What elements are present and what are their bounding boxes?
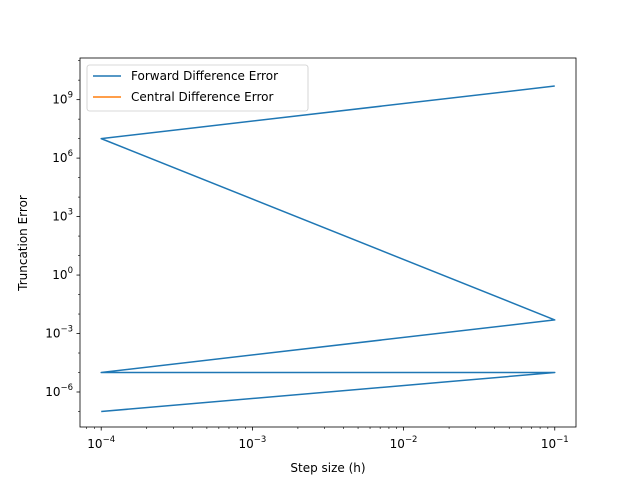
plot-area: [79, 57, 577, 428]
legend-label-1: Central Difference Error: [131, 90, 274, 104]
y-minor-ticks: [78, 60, 80, 412]
legend-box: [86, 64, 309, 112]
y-tick-label-2: 100: [52, 266, 73, 282]
x-tick-label-0: 10−4: [87, 435, 115, 451]
x-axis-label: Step size (h): [290, 461, 365, 475]
axes-frame: [79, 57, 577, 428]
x-axis-ticks: 10−4 10−3 10−2 10−1: [86, 427, 569, 451]
x-tick-label-3: 10−1: [541, 435, 569, 451]
y-axis-ticks: 10−6 10−3 100 103 106 109: [45, 60, 80, 412]
y-axis-label: Truncation Error: [16, 195, 30, 292]
x-tick-label-2: 10−2: [390, 435, 418, 451]
legend: Forward Difference Error Central Differen…: [86, 64, 309, 112]
y-tick-label-0: 10−6: [45, 383, 73, 399]
y-tick-label-1: 10−3: [45, 325, 73, 341]
y-tick-label-4: 106: [52, 149, 73, 165]
series-line-0: [100, 85, 556, 413]
x-tick-label-1: 10−3: [238, 435, 266, 451]
y-tick-label-3: 103: [52, 208, 73, 224]
x-minor-ticks: [86, 427, 549, 429]
legend-label-0: Forward Difference Error: [131, 69, 278, 83]
y-tick-label-5: 109: [52, 91, 73, 107]
